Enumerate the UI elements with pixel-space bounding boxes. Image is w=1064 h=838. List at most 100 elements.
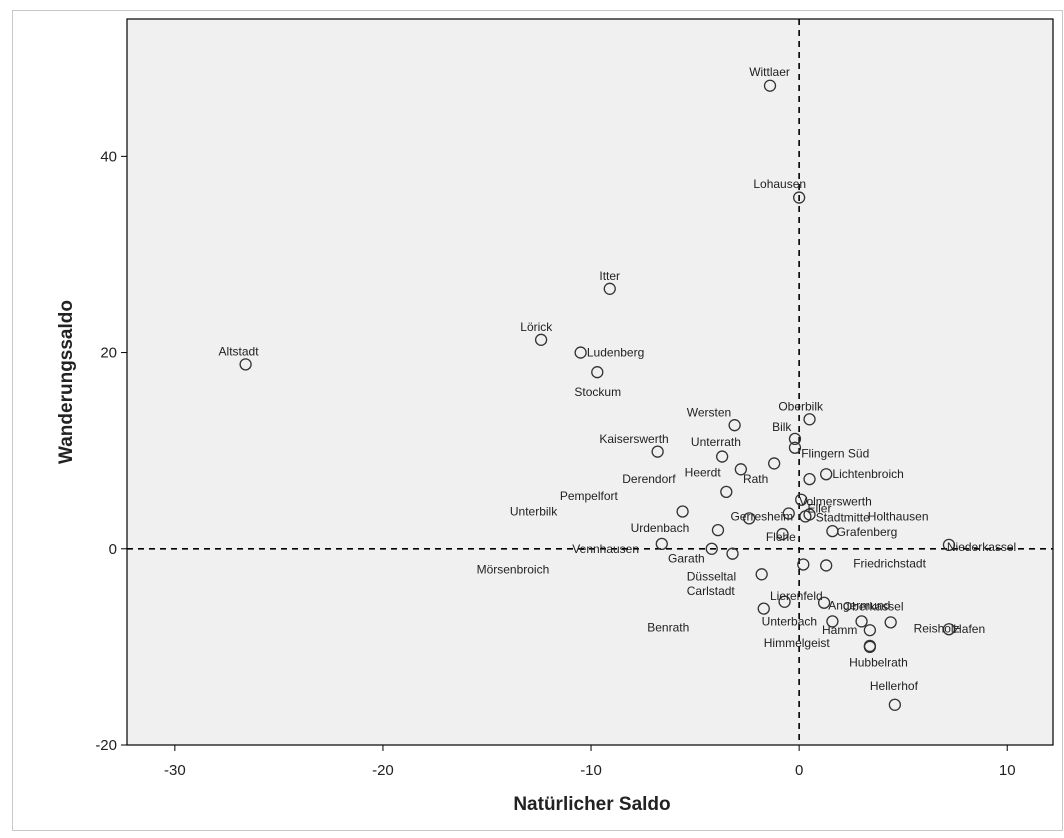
point-label: Eller [807,502,831,516]
data-point [711,523,725,537]
data-point [720,485,733,499]
data-point [942,623,956,636]
point-label: Garath [668,552,705,566]
data-point [705,542,718,555]
data-point [763,79,777,92]
point-label: Gerresheim [730,509,793,523]
y-tick-label: 20 [100,345,117,362]
data-point [863,624,877,637]
point-label: Mörsenbroich [477,562,550,576]
point-label: Reisholz [914,621,960,635]
data-point [239,358,252,371]
point-label: Angermund [828,599,890,613]
data-point [888,698,902,711]
data-point [776,527,789,541]
x-tick-label: 10 [999,762,1016,779]
point-label: Carlstadt [687,584,736,598]
point-label: Derendorf [622,472,676,486]
point-label: Vennhausen [572,542,639,556]
reference-lines [127,19,1053,745]
data-point [655,537,668,551]
data-point [820,468,833,481]
data-point [591,366,604,379]
point-label: Unterrath [691,435,741,449]
data-point [803,508,816,521]
point-label: Itter [599,269,620,283]
data-point [755,568,768,581]
data-point [768,457,781,470]
point-label: Bilk [772,420,792,434]
data-point [803,472,816,486]
data-point [826,524,839,538]
point-label: Himmelgeist [764,636,831,650]
data-point [942,538,956,552]
point-label: Unterbilk [510,505,558,519]
point-label: Rath [743,472,768,486]
data-point [574,346,587,359]
point-label: Flehe [766,530,796,544]
data-point [795,493,808,506]
axes: -30 -20 -10 0 10 -20 0 20 40 [95,148,1015,779]
data-point [820,559,833,572]
data-point [788,441,802,454]
point-label: Benrath [647,620,689,634]
point-label: Unterbach [762,614,817,628]
x-axis-title: Natürlicher Saldo [513,794,670,815]
data-point [726,547,739,560]
point-label: Hellerhof [870,679,919,693]
point-label: Friedrichstadt [853,557,926,571]
data-point [792,191,806,204]
data-point [778,595,791,608]
point-label: Niederkassel [947,540,1016,554]
point-label: Oberbilk [778,400,824,414]
point-label: Ludenberg [587,346,644,360]
point-label: Heerdt [685,465,722,479]
point-label: Holthausen [868,509,929,523]
point-label: Grafenberg [837,525,898,539]
data-point [817,596,831,609]
data-point [782,507,795,520]
point-label: Hubbelrath [849,656,908,670]
point-label: Lierenfeld [770,589,823,603]
point-label: Hafen [953,622,985,636]
point-label: Pempelfort [560,489,619,503]
y-axis-title: Wanderungssaldo [56,300,77,464]
data-point [855,615,868,628]
x-tick-label: 0 [795,762,803,779]
y-tick-label: 40 [100,148,117,165]
data-point [728,419,741,432]
plot-area [126,18,1054,746]
point-label: Altstadt [219,345,260,359]
x-tick-label: -20 [372,762,394,779]
data-point [863,640,877,654]
data-point [803,413,816,426]
point-label: Wittlaer [749,65,790,79]
point-label: Wersten [687,405,731,419]
point-label: Flingern Süd [801,447,869,461]
data-point [603,282,616,295]
point-label: Kaiserswerth [599,432,668,446]
data-point [826,615,839,628]
point-label: Hamm [822,623,857,637]
data-point [734,463,748,476]
point-label: Düsseltal [687,569,736,583]
point-label: Lohausen [753,177,806,191]
data-point [788,432,802,446]
data-point [676,505,689,518]
data-point [534,333,548,346]
data-point [651,445,664,458]
data-point [884,616,897,629]
point-label: Volmerswerth [799,495,872,509]
data-point [715,450,729,463]
point-label: Oberkassel [843,600,904,614]
point-label: Stadtmitte [816,510,870,524]
point-label: Urdenbach [631,521,690,535]
point-labels: Wittlaer Lohausen Itter Lörick Ludenberg Alts… [219,65,1017,693]
point-label: Stockum [574,385,621,399]
data-point [797,558,810,571]
point-label: Lörick [520,320,553,334]
y-tick-label: 0 [109,541,117,558]
x-tick-label: -30 [164,762,186,779]
